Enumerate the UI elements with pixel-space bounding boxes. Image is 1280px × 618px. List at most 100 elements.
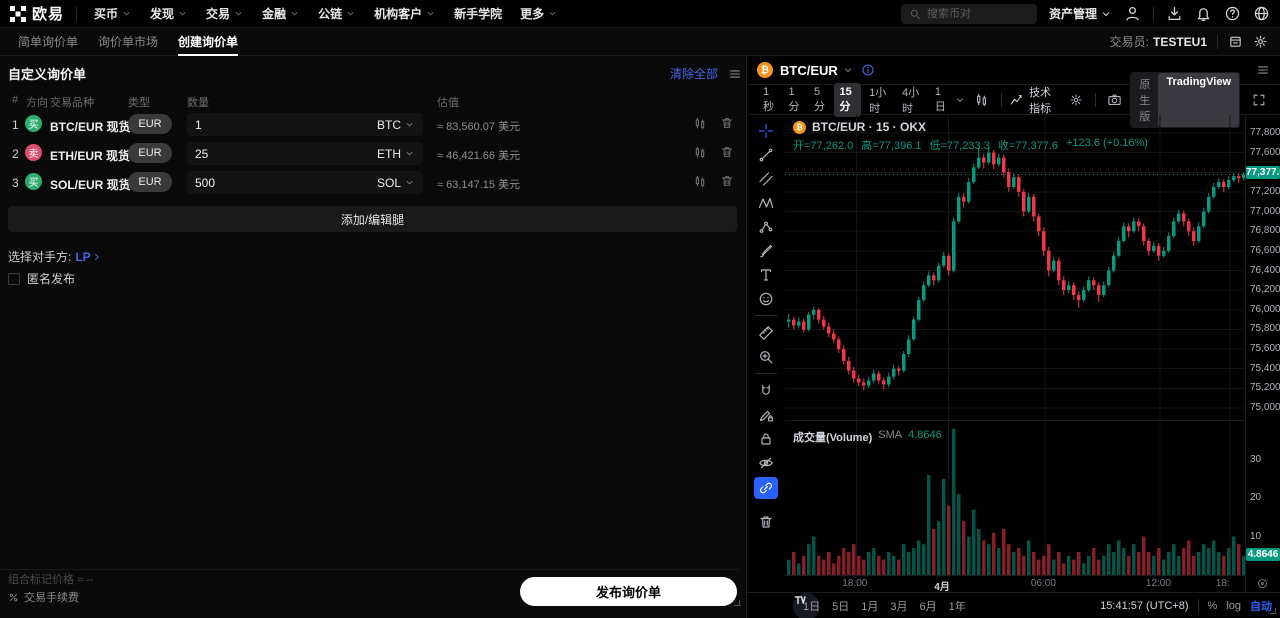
notifications-bell-icon[interactable] [1195, 5, 1212, 22]
timeframe-1秒[interactable]: 1秒 [763, 85, 774, 113]
eye-off-tool-icon[interactable] [754, 453, 778, 472]
tradingview-version-tab[interactable]: TradingView [1158, 72, 1239, 127]
chevron-right-icon[interactable] [116, 118, 128, 130]
range-tab-3月[interactable]: 3月 [890, 600, 908, 613]
price-scale[interactable]: 77,800.077,600.077,400.077,200.077,000.0… [1245, 115, 1280, 592]
brush-tool-icon[interactable] [754, 241, 778, 260]
pair-label[interactable]: BTC/EUR 现货 [50, 120, 131, 134]
clear-all-link[interactable]: 清除全部 [669, 67, 718, 81]
menu-item-更多[interactable]: 更多 [513, 0, 565, 28]
settings-gear-icon[interactable] [1253, 34, 1268, 49]
menu-item-买币[interactable]: 买币 [87, 0, 139, 28]
indicators-button[interactable]: 技术指标 [1010, 84, 1060, 116]
ruler-tool-icon[interactable] [754, 323, 778, 342]
symbol-selector[interactable]: BTC/EUR [780, 63, 854, 78]
search-input[interactable] [926, 7, 1017, 20]
xabcd-pattern-tool-icon[interactable] [754, 193, 778, 212]
scroll-to-realtime-icon[interactable] [1256, 577, 1269, 590]
delete-trash-icon[interactable] [720, 145, 734, 159]
counterparty-link[interactable]: LP [75, 250, 102, 264]
search-box[interactable] [900, 3, 1037, 24]
language-globe-icon[interactable] [1253, 5, 1270, 22]
amount-field[interactable]: SOL [187, 171, 423, 194]
snapshot-camera-icon[interactable] [1103, 92, 1126, 107]
tab-询价单市场[interactable]: 询价单市场 [98, 35, 159, 49]
publish-rfq-button[interactable]: 发布询价单 [520, 577, 737, 606]
currency-type-pill[interactable]: EUR [128, 143, 172, 163]
log-scale-button[interactable]: log [1226, 599, 1241, 612]
delete-trash-icon[interactable] [720, 116, 734, 130]
unit-dropdown[interactable]: BTC [377, 118, 415, 132]
menu-item-发现[interactable]: 发现 [143, 0, 195, 28]
resize-handle[interactable] [734, 600, 740, 606]
native-version-tab[interactable]: 原生版 [1139, 78, 1151, 123]
download-icon[interactable] [1166, 5, 1183, 22]
amount-field[interactable]: ETH [187, 142, 423, 165]
okx-logo[interactable]: 欧易 [10, 3, 64, 24]
candle-style-icon[interactable] [970, 92, 993, 107]
pair-label[interactable]: SOL/EUR 现货 [50, 178, 131, 192]
percent-scale-button[interactable]: % [1207, 599, 1218, 612]
expand-icon[interactable] [1248, 93, 1270, 107]
pair-label[interactable]: ETH/EUR 现货 [50, 149, 131, 163]
auto-scale-button[interactable]: 自动 [1250, 600, 1272, 613]
resize-handle[interactable] [1270, 608, 1276, 614]
amount-input[interactable] [195, 117, 377, 132]
currency-type-pill[interactable]: EUR [128, 172, 172, 192]
user-icon[interactable] [1124, 5, 1141, 22]
chart-candles-icon[interactable] [693, 174, 707, 188]
menu-item-金融[interactable]: 金融 [255, 0, 307, 28]
amount-input[interactable] [195, 146, 377, 161]
chart-candles-icon[interactable] [693, 116, 707, 130]
asset-management-menu[interactable]: 资产管理 [1049, 5, 1112, 22]
range-tab-6月[interactable]: 6月 [919, 600, 937, 613]
trend-line-tool-icon[interactable] [754, 145, 778, 164]
range-tab-1年[interactable]: 1年 [948, 600, 966, 613]
help-icon[interactable] [1224, 5, 1241, 22]
text-tool-icon[interactable] [754, 265, 778, 284]
crosshair-tool-icon[interactable] [754, 121, 778, 140]
unit-dropdown[interactable]: SOL [377, 176, 415, 190]
timeframe-1日[interactable]: 1日 [934, 85, 946, 113]
emoji-tool-icon[interactable] [754, 289, 778, 308]
chart-candles-icon[interactable] [693, 145, 707, 159]
zoom-in-tool-icon[interactable] [754, 347, 778, 366]
trash-tool-icon[interactable] [754, 512, 778, 531]
menu-item-机构客户[interactable]: 机构客户 [367, 0, 443, 28]
timeframe-1分[interactable]: 1分 [788, 85, 800, 113]
range-tab-1日[interactable]: 1日 [803, 600, 821, 613]
chart-menu-icon[interactable] [1256, 63, 1270, 77]
tab-创建询价单[interactable]: 创建询价单 [168, 28, 248, 56]
delete-trash-icon[interactable] [720, 174, 734, 188]
timeframe-1小时[interactable]: 1小时 [869, 86, 887, 115]
range-tab-5日[interactable]: 5日 [832, 600, 850, 613]
timeframe-15分[interactable]: 15分 [833, 82, 862, 117]
panel-menu-icon[interactable] [728, 67, 742, 81]
draw-lock-tool-icon[interactable] [754, 405, 778, 424]
timeframe-more-icon[interactable] [954, 94, 966, 106]
lock-tool-icon[interactable] [754, 429, 778, 448]
chevron-right-icon[interactable] [116, 176, 128, 188]
tab-简单询价单[interactable]: 简单询价单 [18, 35, 79, 49]
tradingview-watermark-icon[interactable] [793, 593, 820, 618]
unit-dropdown[interactable]: ETH [377, 147, 415, 161]
magnet-tool-icon[interactable] [754, 381, 778, 400]
amount-input[interactable] [195, 175, 377, 190]
info-icon[interactable] [861, 63, 875, 77]
range-tab-1月[interactable]: 1月 [861, 600, 879, 613]
menu-item-新手学院[interactable]: 新手学院 [454, 7, 503, 21]
anonymous-checkbox[interactable] [8, 272, 20, 285]
orders-icon[interactable] [1228, 34, 1243, 49]
menu-item-交易[interactable]: 交易 [199, 0, 251, 28]
currency-type-pill[interactable]: EUR [128, 114, 172, 134]
link-tool-icon[interactable] [754, 477, 778, 499]
amount-field[interactable]: BTC [187, 113, 423, 136]
chevron-right-icon[interactable] [116, 147, 128, 159]
menu-item-公链[interactable]: 公链 [311, 0, 363, 28]
forecast-tool-icon[interactable] [754, 217, 778, 236]
timeframe-4小时[interactable]: 4小时 [901, 86, 920, 115]
parallel-channel-tool-icon[interactable] [754, 169, 778, 188]
timeframe-5分[interactable]: 5分 [814, 85, 825, 113]
chart-settings-gear-icon[interactable] [1065, 93, 1087, 107]
chart-canvas[interactable]: ₿ BTC/EUR · 15 · OKX 开=77,262.0 高=77,396.… [785, 115, 1245, 618]
